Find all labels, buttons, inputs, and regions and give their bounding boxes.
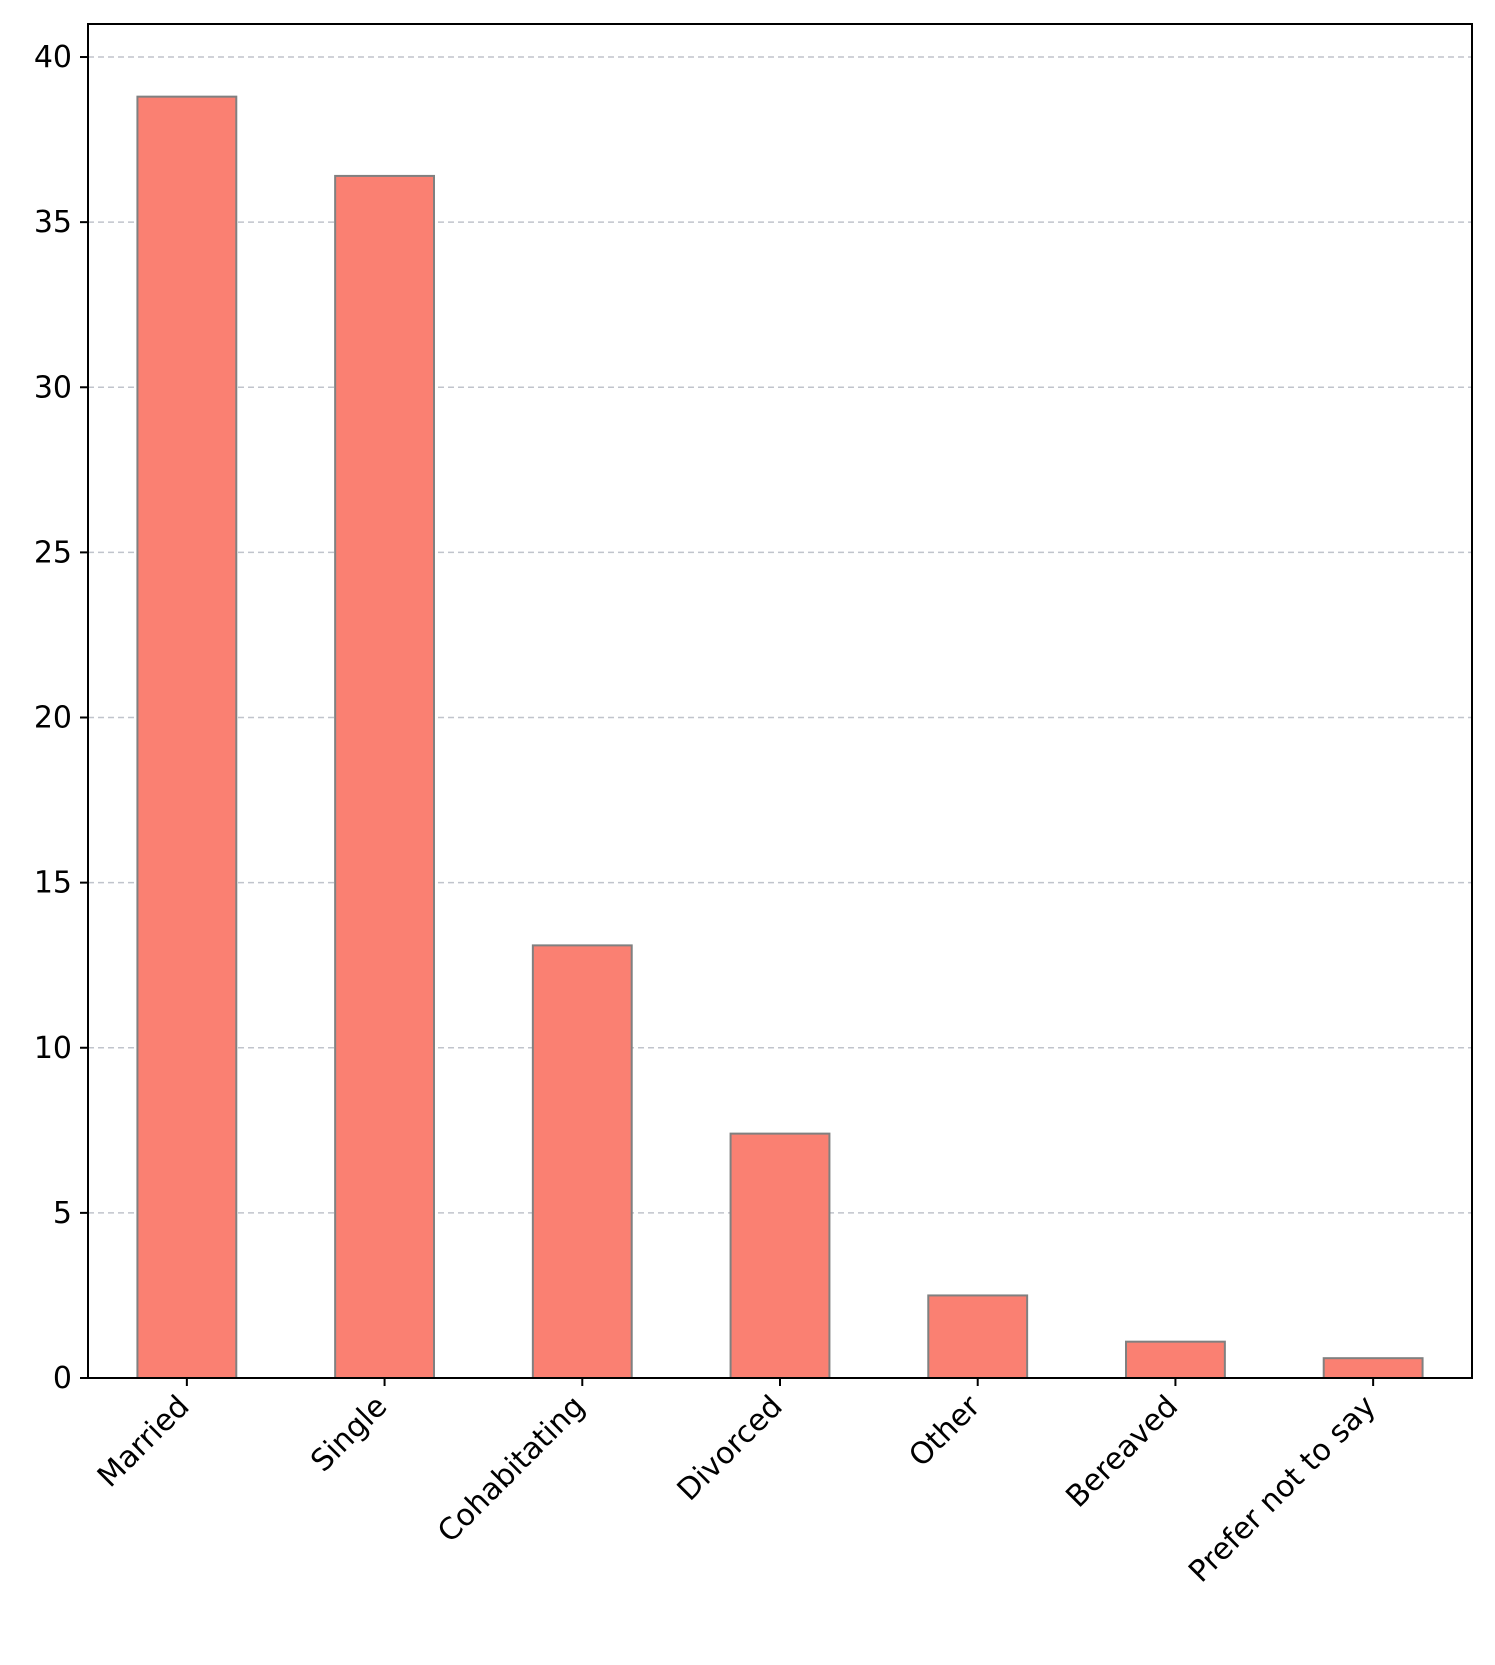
x-tick-label: Bereaved	[1059, 1389, 1185, 1515]
y-tick-label: 25	[34, 535, 72, 570]
y-tick-label: 10	[34, 1031, 72, 1066]
grid-layer	[88, 56, 1472, 1214]
bar-prefer-not-to-say	[1322, 1357, 1424, 1380]
x-tick-label: Cohabitating	[431, 1389, 592, 1550]
y-tick-label: 40	[34, 40, 72, 75]
y-tick-label: 30	[34, 370, 72, 405]
x-tick-label: Single	[304, 1389, 394, 1479]
bar-other	[927, 1294, 1029, 1379]
y-tick-label: 35	[34, 205, 72, 240]
y-tick-label: 5	[53, 1196, 72, 1231]
y-tick-label: 0	[53, 1361, 72, 1396]
bar-cohabitating	[531, 944, 633, 1379]
bar-married	[136, 95, 238, 1379]
bar-bereaved	[1125, 1340, 1226, 1380]
bar-divorced	[729, 1132, 831, 1379]
bars-layer	[136, 95, 1424, 1380]
x-tick-label: Other	[902, 1388, 987, 1473]
x-tick-label: Divorced	[671, 1389, 790, 1508]
y-tick-label: 20	[34, 701, 72, 736]
x-tick-label: Married	[91, 1389, 197, 1495]
x-tick-label: Prefer not to say	[1182, 1389, 1383, 1590]
y-tick-label: 15	[34, 866, 72, 901]
bar-single	[334, 174, 435, 1379]
